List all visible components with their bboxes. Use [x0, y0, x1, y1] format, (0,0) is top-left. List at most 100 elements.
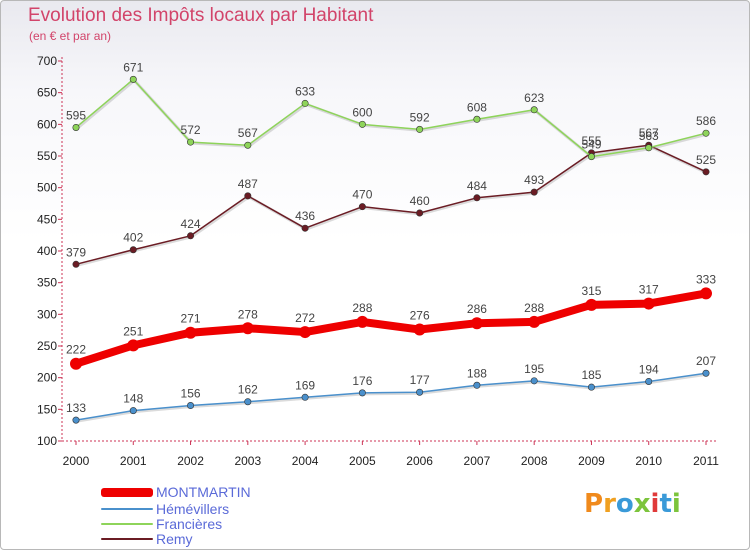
data-point	[70, 357, 82, 370]
series-line	[72, 289, 710, 368]
data-label: 148	[123, 392, 143, 406]
logo-letter: x	[633, 489, 651, 519]
data-label: 470	[352, 188, 372, 202]
data-point	[241, 322, 254, 335]
data-point	[184, 326, 197, 339]
series-line-shadow	[76, 144, 708, 267]
series-montmartin: 222 251 271 278 272 288 276 286 288 315 317 333	[66, 272, 716, 370]
series-line-shadow	[76, 78, 708, 160]
data-point	[587, 383, 595, 391]
logo-letter: P	[584, 489, 604, 519]
logo-letter: i	[650, 489, 660, 519]
data-point	[413, 323, 426, 336]
data-point	[187, 138, 195, 146]
data-label: 572	[181, 123, 201, 137]
data-label: 286	[467, 302, 487, 316]
data-label: 525	[696, 153, 716, 167]
x-tick-label: 2003	[234, 454, 261, 468]
data-label: 333	[696, 272, 716, 286]
data-label: 549	[581, 138, 601, 152]
legend-item-remy[interactable]: Remy	[101, 531, 361, 547]
data-point	[72, 416, 80, 424]
chart-subtitle: (en € et par an)	[29, 29, 112, 43]
legend-label: Remy	[156, 531, 193, 547]
data-point	[702, 168, 710, 176]
data-point	[530, 188, 538, 196]
data-label: 195	[524, 362, 544, 376]
y-tick-label: 600	[37, 117, 57, 131]
x-tick-label: 2010	[635, 454, 662, 468]
y-tick-label: 350	[37, 276, 57, 290]
data-label: 567	[639, 126, 659, 140]
y-tick-label: 700	[37, 54, 57, 68]
legend-item-hemevillers[interactable]: Hémévillers	[101, 501, 361, 517]
data-label: 487	[238, 177, 258, 191]
data-label: 484	[467, 179, 487, 193]
data-point	[129, 407, 137, 415]
x-tick-label: 2004	[292, 454, 319, 468]
data-point	[72, 260, 80, 268]
y-tick-label: 250	[37, 339, 57, 353]
legend-swatch	[101, 488, 153, 497]
y-tick-label: 100	[37, 434, 57, 448]
data-label: 586	[696, 114, 716, 128]
legend-label: Hémévillers	[156, 501, 230, 517]
data-point	[645, 377, 653, 385]
y-tick-label: 550	[37, 149, 57, 163]
logo-letter: o	[615, 489, 634, 519]
data-point	[702, 369, 710, 377]
data-point	[416, 388, 424, 396]
x-tick-label: 2011	[693, 454, 719, 468]
data-point	[244, 192, 252, 200]
chart-title: Evolution des Impôts locaux par Habitant	[28, 5, 374, 26]
data-label: 251	[123, 324, 143, 338]
data-point	[528, 315, 541, 328]
data-point	[244, 141, 252, 149]
data-point	[585, 298, 598, 311]
y-tick-label: 200	[37, 371, 57, 385]
data-point	[358, 120, 366, 128]
data-point	[129, 246, 137, 254]
data-label: 317	[639, 283, 659, 297]
data-label: 272	[295, 311, 315, 325]
data-point	[530, 377, 538, 385]
y-tick-label: 300	[37, 307, 57, 321]
data-point	[356, 315, 369, 328]
data-label: 608	[467, 100, 487, 114]
series-line	[75, 144, 707, 266]
data-label: 623	[524, 91, 544, 105]
legend-item-francieres[interactable]: Francières	[101, 516, 361, 532]
data-point	[473, 115, 481, 123]
x-tick-label: 2007	[464, 454, 491, 468]
logo-letter: t	[659, 489, 672, 519]
x-tick-label: 2009	[578, 454, 605, 468]
data-label: 194	[639, 362, 659, 376]
data-point	[187, 232, 195, 240]
data-label: 288	[524, 301, 544, 315]
data-label: 156	[181, 387, 201, 401]
data-label: 185	[581, 368, 601, 382]
x-tick-label: 2006	[406, 454, 433, 468]
data-label: 222	[66, 343, 86, 357]
data-label: 162	[238, 383, 258, 397]
logo-letter: r	[603, 489, 616, 519]
legend-label: Francières	[156, 516, 223, 532]
x-tick-label: 2000	[63, 454, 90, 468]
legend-label: MONTMARTIN	[156, 484, 251, 500]
y-tick-label: 500	[37, 181, 57, 195]
data-point	[416, 125, 424, 133]
legend-item-montmartin[interactable]: MONTMARTIN	[101, 484, 361, 500]
legend-swatch	[101, 538, 153, 540]
y-tick-label: 650	[37, 86, 57, 100]
series-francires: 595 671 572 567 633 600 592 608 623 549 563 586	[66, 60, 716, 161]
y-tick-label: 150	[37, 402, 57, 416]
data-label: 176	[352, 374, 372, 388]
data-label: 177	[410, 373, 430, 387]
data-label: 271	[181, 312, 201, 326]
data-point	[416, 209, 424, 217]
x-tick-label: 2005	[349, 454, 376, 468]
data-point	[358, 203, 366, 211]
data-label: 436	[295, 209, 315, 223]
